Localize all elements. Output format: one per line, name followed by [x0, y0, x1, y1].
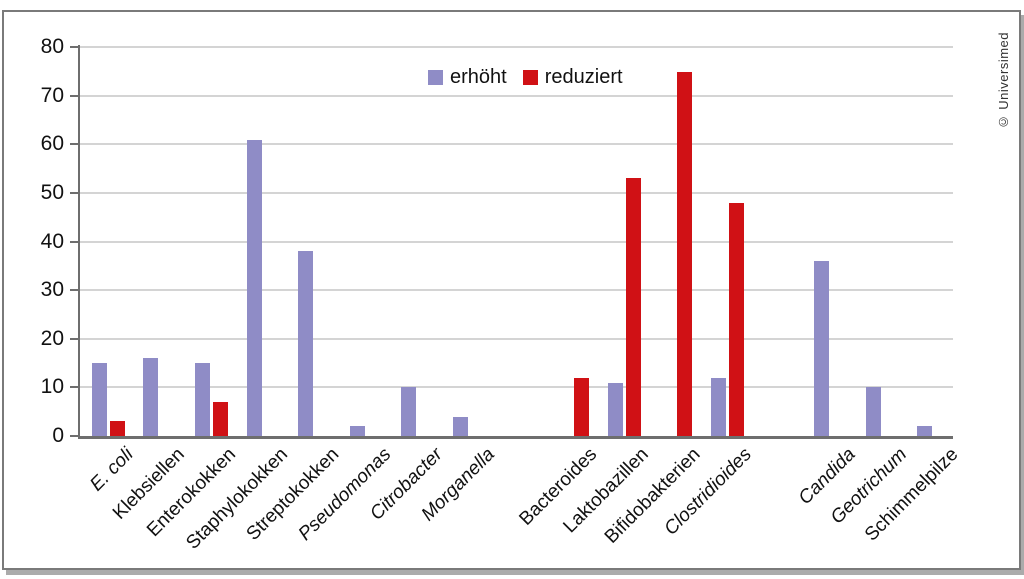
chart-card: erhöht reduziert © Universimed 0 10 20 30 40… — [2, 10, 1021, 570]
legend-swatch-reduziert-icon — [522, 70, 538, 85]
y-axis-label: 80 — [40, 35, 64, 59]
bar-erhoeht-klebsiellen — [143, 358, 159, 436]
y-axis-tick — [70, 94, 78, 97]
gridline — [80, 386, 953, 389]
y-axis-tick — [70, 435, 78, 437]
bar-reduziert-laktobazillen — [625, 178, 641, 436]
bar-erhoeht-geotrichum — [865, 387, 881, 436]
y-axis-label: 10 — [40, 375, 64, 399]
y-axis-label: 20 — [40, 326, 64, 350]
chart-legend: erhöht reduziert — [428, 66, 623, 89]
y-axis-label: 60 — [40, 132, 64, 156]
y-axis-label: 40 — [40, 229, 64, 253]
y-axis-tick — [70, 386, 78, 389]
gridline — [80, 143, 953, 146]
gridline — [80, 337, 953, 340]
bar-erhoeht-citrobacter — [401, 387, 417, 436]
gridline — [80, 192, 953, 195]
bar-reduziert-bacteroides — [574, 377, 590, 436]
y-axis-tick — [70, 240, 78, 243]
y-axis-label: 30 — [40, 278, 64, 302]
y-axis-tick — [70, 192, 78, 195]
y-axis-tick — [70, 337, 78, 340]
bar-reduziert-e-coli — [109, 421, 125, 436]
bar-erhoeht-streptokokken — [298, 251, 314, 436]
y-axis-label: 70 — [40, 83, 64, 107]
x-axis-line — [78, 436, 953, 439]
legend-swatch-erhoeht-icon — [428, 70, 443, 85]
bar-erhoeht-staphylokokken — [246, 139, 262, 436]
y-axis-label: 50 — [40, 181, 64, 205]
gridline — [80, 46, 953, 49]
bar-erhoeht-candida — [814, 261, 830, 436]
bar-erhoeht-e-coli — [91, 363, 107, 436]
y-axis-line — [78, 45, 80, 439]
bar-erhoeht-laktobazillen — [607, 382, 623, 436]
bar-erhoeht-schimmelpilze — [917, 426, 933, 436]
bar-reduziert-bifidobakterien — [677, 71, 693, 436]
gridline — [80, 240, 953, 243]
bar-erhoeht-enterokokken — [195, 363, 210, 436]
bar-erhoeht-pseudomonas — [349, 426, 365, 436]
bar-erhoeht-morganella — [453, 416, 468, 436]
x-axis-label-schimmelpilze: Schimmelpilze — [861, 444, 963, 546]
bar-erhoeht-clostridioides — [711, 377, 726, 436]
y-axis-tick — [70, 143, 78, 146]
gridline — [80, 289, 953, 292]
bar-reduziert-clostridioides — [729, 202, 744, 436]
legend-item-erhoeht: erhöht — [428, 66, 507, 89]
y-axis-tick — [70, 46, 78, 49]
legend-item-reduziert: reduziert — [522, 66, 623, 89]
legend-label-reduziert: reduziert — [544, 66, 623, 88]
y-axis-label: 0 — [52, 424, 64, 447]
bar-reduziert-enterokokken — [213, 401, 228, 436]
y-axis-tick — [70, 289, 78, 292]
copyright-credit: © Universimed — [996, 32, 1011, 130]
legend-label-erhoeht: erhöht — [450, 66, 507, 88]
gridline — [80, 94, 953, 97]
